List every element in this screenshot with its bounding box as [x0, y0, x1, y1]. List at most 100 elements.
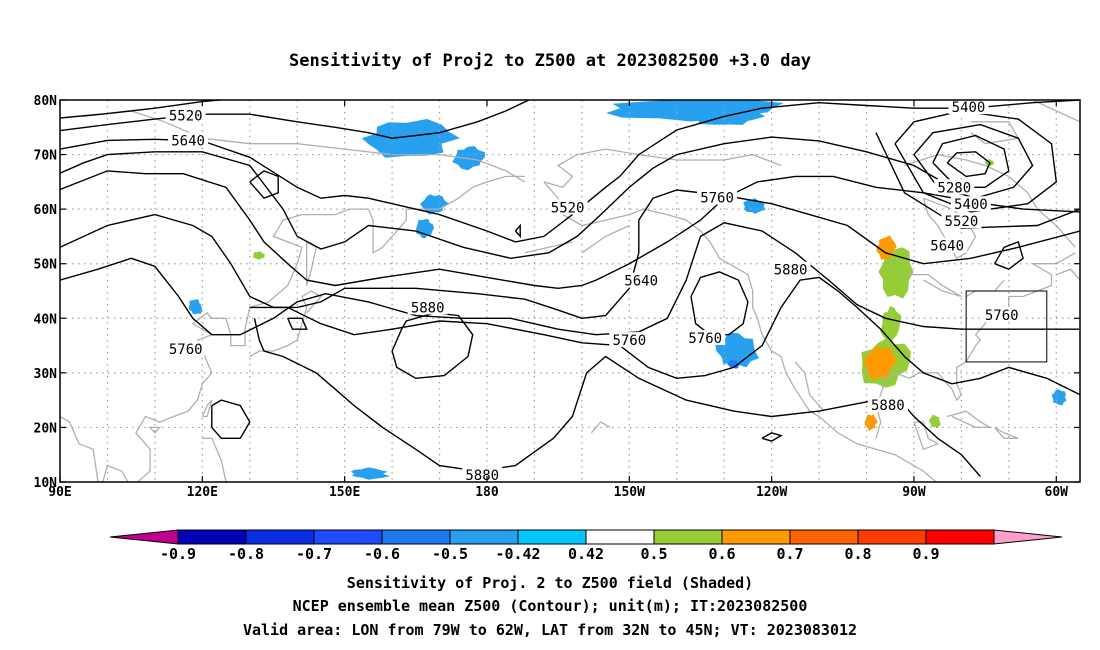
- y-tick-label: 30N: [34, 367, 58, 382]
- coastline: [794, 361, 825, 412]
- colorbar-segment: [449, 529, 519, 545]
- map-frame: [59, 99, 1081, 483]
- contour-label: 5880: [411, 300, 445, 316]
- colorbar-tick-label: -0.9: [160, 545, 196, 563]
- y-tick-label: 50N: [34, 258, 58, 273]
- contour-label: 5400: [954, 197, 988, 213]
- chart-title: Sensitivity of Proj2 to Z500 at 20230825…: [289, 51, 811, 71]
- colorbar-segment: [857, 529, 927, 545]
- coastline: [60, 415, 99, 482]
- contour-label-bg: [981, 307, 1022, 323]
- colorbar-tick-label: -0.6: [364, 545, 400, 563]
- colorbar-segment: [245, 529, 315, 545]
- coastline: [1032, 100, 1080, 123]
- valid-area-box: [965, 290, 1048, 363]
- contour-label-bg: [609, 332, 650, 348]
- x-tick-label: 180: [475, 485, 499, 500]
- contour-label: 5280: [937, 180, 971, 196]
- z500-contour: [249, 170, 279, 200]
- coastline: [1008, 175, 1076, 248]
- x-tick-label: 150W: [614, 485, 645, 500]
- z500-contour: [253, 318, 284, 358]
- coastline: [590, 421, 611, 434]
- colorbar-segment: [313, 529, 383, 545]
- footer-line-2: NCEP ensemble mean Z500 (Contour); unit(…: [292, 597, 808, 615]
- coastline: [306, 240, 317, 286]
- coastline: [1056, 268, 1080, 281]
- coastline: [543, 148, 782, 189]
- z500-contour: [993, 240, 1024, 270]
- z500-contour: [690, 271, 749, 336]
- z500-contour: [875, 132, 1080, 229]
- x-tick-label: 60W: [1045, 485, 1069, 500]
- contour-label-bg: [165, 107, 206, 123]
- sensitivity-patch: [416, 219, 435, 239]
- contour-label-bg: [941, 213, 982, 229]
- z500-contour: [391, 312, 474, 380]
- grid-lines: [60, 100, 1080, 482]
- sensitivity-patch: [929, 414, 941, 429]
- contour-label-bg: [948, 100, 989, 115]
- colorbar-tick-label: -0.8: [228, 545, 264, 563]
- sensitivity-patch: [862, 345, 898, 380]
- z500-contour: [60, 100, 531, 139]
- colorbar-segment: [177, 529, 247, 545]
- colorbar-segment: [381, 529, 451, 545]
- y-tick-label: 10N: [34, 476, 58, 491]
- colorbar: -0.9 -0.8 -0.7 -0.6 -0.5 -0.42 0.42 0.5 0.6 0.7 0.…: [109, 529, 1063, 563]
- sensitivity-patch: [864, 414, 878, 431]
- contour-label-bg: [934, 179, 975, 195]
- contour-label-bg: [697, 189, 738, 205]
- contour-label-bg: [950, 196, 991, 212]
- z500-contour: [249, 276, 1080, 396]
- coastline: [148, 426, 162, 434]
- contour-label: 5640: [624, 274, 658, 290]
- z500-contour: [946, 151, 991, 178]
- contour-label: 5760: [688, 331, 722, 347]
- coastline: [202, 437, 227, 482]
- z500-contour: [60, 100, 1080, 243]
- colorbar-segment: [721, 529, 791, 545]
- footer-line-1: Sensitivity of Proj. 2 to Z500 field (Sh…: [346, 574, 754, 592]
- colorbar-segment: [585, 529, 655, 545]
- contour-label: 5640: [171, 133, 205, 149]
- coastline: [543, 181, 938, 482]
- contour-label: 5400: [952, 100, 986, 116]
- coastline: [249, 290, 322, 358]
- axis-labels: 90E 120E 150E 180 150W 120W 90W 60W 10N 20N 30N 40N…: [34, 94, 1080, 500]
- colorbar-tick-label: 0.6: [708, 545, 735, 563]
- z500-contour: [60, 170, 1080, 290]
- footer-line-3: Valid area: LON from 79W to 62W, LAT fro…: [242, 621, 858, 639]
- sensitivity-patch: [606, 100, 784, 122]
- sensitivity-patch: [727, 359, 740, 369]
- coastline: [965, 279, 1005, 298]
- sensitivity-patch: [880, 306, 902, 346]
- sensitivity-patch: [1051, 389, 1067, 406]
- colorbar-tick-label: -0.5: [432, 545, 468, 563]
- z500-contour: [60, 222, 1080, 336]
- z500-contour: [894, 110, 1058, 213]
- contour-label: 5760: [700, 191, 734, 207]
- coastline: [913, 421, 940, 451]
- contour-label: 5880: [465, 468, 499, 484]
- contour-label: 5880: [774, 263, 808, 279]
- contour-label-bg: [685, 329, 726, 345]
- contour-label: 5520: [169, 108, 203, 124]
- contour-labels: 5520564055205760540052805400552056405640…: [165, 100, 1022, 484]
- z500-contour: [514, 223, 521, 239]
- colorbar-tick-label: 0.8: [844, 545, 871, 563]
- colorbar-tick-label: -0.7: [296, 545, 332, 563]
- z500-contour: [60, 189, 1080, 320]
- colorbar-tick-label: 0.7: [776, 545, 803, 563]
- contour-label-bg: [927, 237, 968, 253]
- z500-contour: [761, 432, 783, 442]
- contour-label: 5520: [945, 214, 979, 230]
- colorbar-segment: [517, 529, 587, 545]
- x-tick-label: 120E: [187, 485, 218, 500]
- coastline: [135, 175, 525, 482]
- contour-label: 5520: [551, 201, 585, 217]
- y-tick-label: 40N: [34, 312, 58, 327]
- contour-label-bg: [621, 272, 662, 288]
